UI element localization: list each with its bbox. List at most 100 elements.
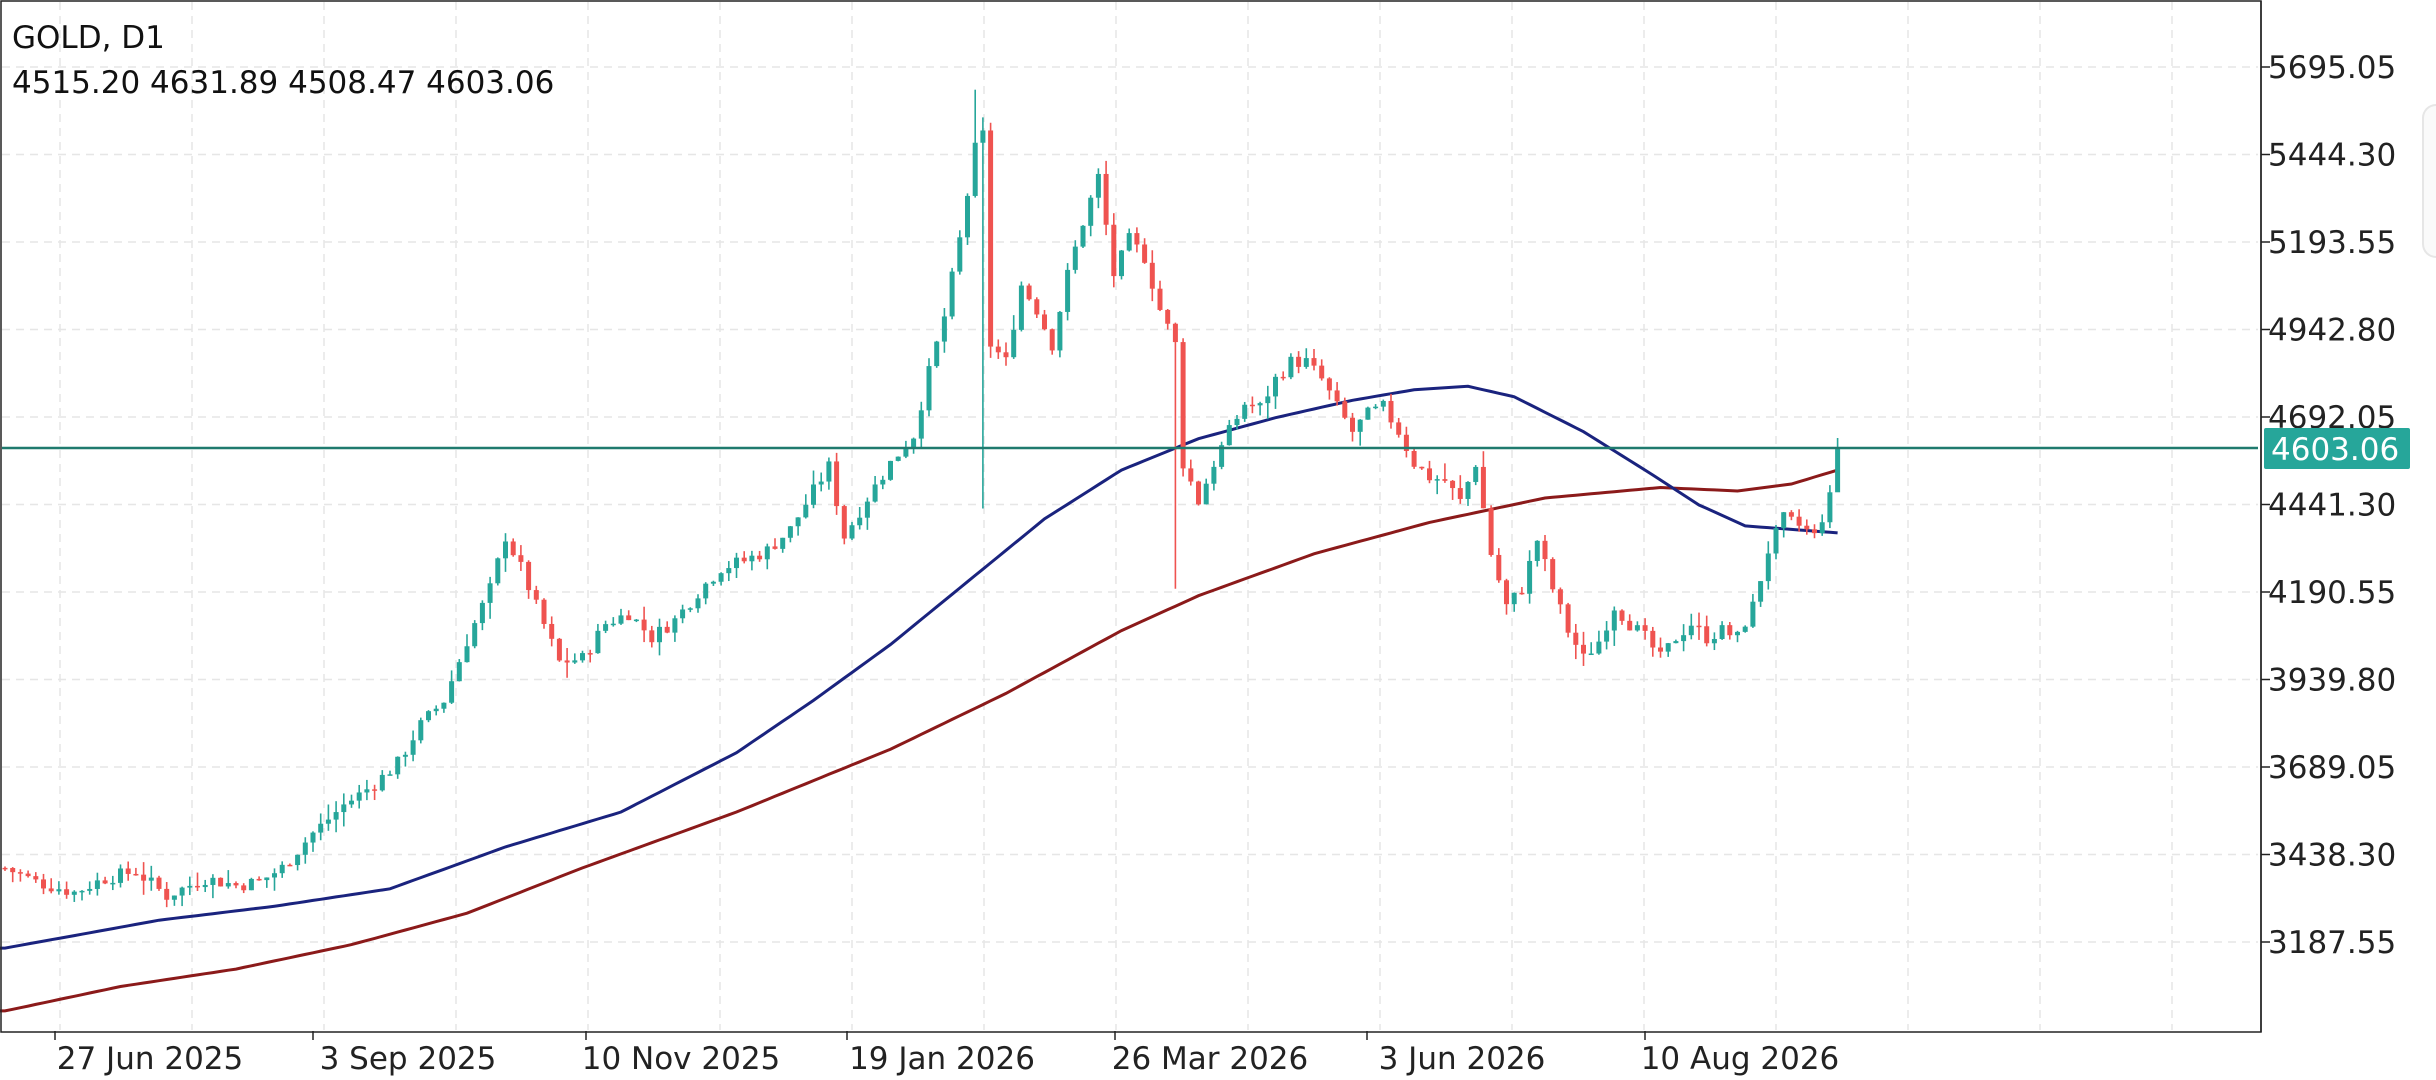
candle-body xyxy=(726,568,732,574)
candle-body xyxy=(972,142,978,196)
x-tick-label: 10 Nov 2025 xyxy=(582,1041,781,1077)
candle-body xyxy=(1396,422,1402,435)
candle-body xyxy=(1781,512,1787,529)
candle-body xyxy=(1519,592,1525,595)
candle-body xyxy=(1619,610,1625,621)
candle-body xyxy=(695,598,701,609)
candle-body xyxy=(1496,554,1502,581)
candle-body xyxy=(903,448,909,457)
candle-body xyxy=(318,823,324,833)
candle-body xyxy=(1819,522,1825,534)
time-axis[interactable]: 27 Jun 2025 3 Sep 2025 10 Nov 2025 19 Jan 2… xyxy=(54,1031,1839,1077)
y-tick-label: 3187.55 xyxy=(2268,925,2396,961)
candle-body xyxy=(1758,581,1764,602)
symbol-title: GOLD, D1 xyxy=(12,20,165,56)
candle-body xyxy=(687,608,693,610)
candle-body xyxy=(156,877,162,889)
current-price-label: 4603.06 xyxy=(2271,432,2399,468)
candle-body xyxy=(1196,481,1201,505)
candle-body xyxy=(1249,404,1255,407)
candle-body xyxy=(133,873,139,876)
candle-body xyxy=(1658,647,1663,652)
candle-body xyxy=(1095,173,1101,198)
candle-body xyxy=(1450,480,1456,489)
candle-body xyxy=(1049,329,1055,351)
price-axis[interactable]: 5695.055444.305193.554942.804692.054441.… xyxy=(2261,50,2396,961)
candle-body xyxy=(1765,553,1771,582)
candle-body xyxy=(1565,604,1571,633)
candle-body xyxy=(1773,528,1779,554)
candle-body xyxy=(241,885,247,891)
candle-body xyxy=(1380,400,1386,407)
candle-body xyxy=(441,702,447,709)
candle-body xyxy=(641,619,647,631)
candle-body xyxy=(472,623,478,647)
candle-body xyxy=(495,558,501,584)
candle-body xyxy=(1427,468,1432,481)
candle-body xyxy=(572,660,578,663)
candle-body xyxy=(1835,448,1841,493)
candle-body xyxy=(225,883,231,887)
candle-body xyxy=(372,789,378,791)
candle-body xyxy=(564,660,570,663)
y-tick-label: 3438.30 xyxy=(2268,838,2396,874)
candle-body xyxy=(395,756,401,775)
x-tick-label: 19 Jan 2026 xyxy=(849,1041,1035,1077)
candle-body xyxy=(1234,418,1240,426)
candle-body xyxy=(1711,638,1717,644)
candle-body xyxy=(980,130,986,143)
candle-body xyxy=(926,366,932,411)
candle-body xyxy=(1057,311,1063,351)
candle-body xyxy=(664,626,670,633)
candle-body xyxy=(811,484,816,505)
candle-body xyxy=(449,681,455,703)
candle-body xyxy=(880,479,886,485)
candle-body xyxy=(718,573,724,582)
candle-body xyxy=(772,546,778,549)
candle-body xyxy=(1634,625,1640,631)
candle-body xyxy=(148,877,154,881)
candle-body xyxy=(410,740,416,755)
candle-body xyxy=(1419,466,1425,469)
candle-body xyxy=(25,873,31,877)
ma-slow-line xyxy=(0,468,1839,1013)
candle-body xyxy=(787,526,793,538)
candle-body xyxy=(341,804,347,813)
candle-body xyxy=(510,541,516,556)
candle-body xyxy=(1149,262,1155,289)
candle-body xyxy=(1596,641,1602,654)
candle-body xyxy=(487,583,493,603)
candle-body xyxy=(479,602,485,624)
candle-body xyxy=(1812,529,1817,534)
candle-body xyxy=(1573,632,1579,645)
candle-body xyxy=(1627,620,1633,631)
candle-body xyxy=(749,555,755,562)
candle-body xyxy=(64,889,70,895)
candle-body xyxy=(41,879,46,889)
candle-body xyxy=(110,882,116,885)
side-panel-handle[interactable] xyxy=(2422,104,2436,258)
candle-body xyxy=(526,561,532,591)
candle-body xyxy=(1827,492,1833,523)
candle-body xyxy=(1303,358,1309,367)
candle-body xyxy=(680,609,686,619)
y-tick-label: 4441.30 xyxy=(2268,488,2396,524)
candle-body xyxy=(1042,314,1047,330)
candle-body xyxy=(1280,376,1286,379)
candle-body xyxy=(918,410,924,439)
candle-body xyxy=(911,438,917,449)
candle-body xyxy=(1604,630,1610,642)
y-tick-label: 5193.55 xyxy=(2268,225,2396,261)
candle-body xyxy=(595,630,601,654)
candle-body xyxy=(1557,589,1563,605)
candle-body xyxy=(995,346,1001,353)
candle-body xyxy=(48,888,54,892)
candle-body xyxy=(503,541,508,559)
candle-body xyxy=(1650,630,1656,648)
candle-body xyxy=(1242,404,1248,419)
candle-body xyxy=(187,885,193,888)
candle-body xyxy=(633,619,639,622)
candle-body xyxy=(795,517,801,527)
candle-body xyxy=(1665,643,1671,652)
